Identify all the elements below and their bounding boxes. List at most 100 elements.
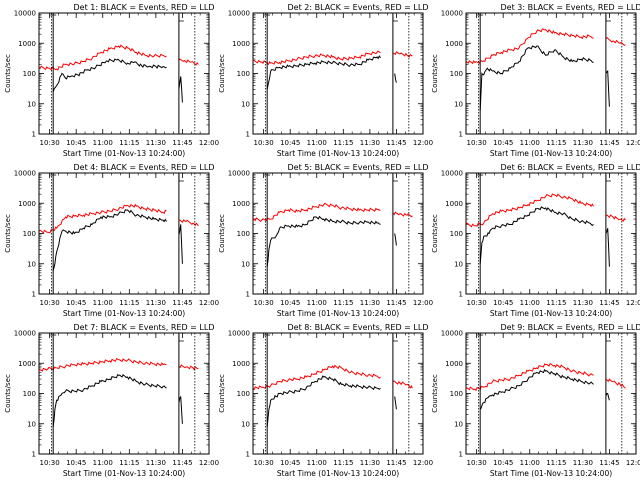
series-line-events — [178, 76, 183, 103]
y-tick-label: 10 — [27, 260, 36, 268]
x-axis-label: Start Time (01-Nov-13 10:24:00) — [490, 309, 612, 318]
x-tick-label: 10:30 — [254, 139, 274, 147]
y-axis-label: Counts/sec — [218, 374, 226, 413]
y-tick-label: 1 — [32, 131, 36, 139]
x-tick-label: 10:30 — [254, 459, 274, 467]
series-line-events — [605, 70, 610, 107]
y-tick-label: 10000 — [228, 170, 250, 178]
x-tick-label: 11:45 — [172, 459, 192, 467]
x-tick-label: 11:30 — [573, 459, 593, 467]
y-tick-label: 10000 — [14, 10, 36, 18]
series-line-lld — [38, 357, 167, 372]
x-tick-label: 10:45 — [493, 459, 513, 467]
plot-frame — [38, 332, 210, 455]
y-axis-label: Counts/sec — [4, 374, 12, 413]
x-tick-label: 11:15 — [333, 139, 353, 147]
y-axis-label: Counts/sec — [431, 374, 439, 413]
y-tick-label: 10000 — [14, 330, 36, 338]
top-bracket-mark — [605, 335, 611, 342]
x-tick-label: 10:45 — [280, 299, 300, 307]
series-line-lld — [178, 58, 199, 66]
x-tick-label: 10:45 — [280, 139, 300, 147]
series-line-events — [178, 224, 183, 264]
x-tick-label: 12:00 — [199, 139, 219, 147]
series-line-lld — [178, 364, 199, 371]
plot-frame — [252, 172, 424, 295]
panel-det-4: Det 4: BLACK = Events, RED = LLD Counts/s… — [4, 163, 219, 318]
x-tick-label: 11:15 — [333, 459, 353, 467]
x-tick-label: 11:15 — [546, 459, 566, 467]
x-tick-label: 12:00 — [626, 139, 640, 147]
plot-frame — [38, 12, 210, 135]
x-axis-label: Start Time (01-Nov-13 10:24:00) — [490, 469, 612, 478]
y-tick-label: 1000 — [445, 40, 463, 48]
y-tick-label: 100 — [23, 390, 36, 398]
x-tick-label: 10:30 — [254, 299, 274, 307]
y-tick-label: 1000 — [18, 40, 36, 48]
y-tick-label: 1 — [246, 451, 250, 459]
x-tick-label: 12:00 — [199, 299, 219, 307]
y-tick-label: 1 — [246, 291, 250, 299]
top-bracket-mark — [605, 175, 611, 182]
x-tick-label: 12:00 — [626, 459, 640, 467]
plot-frame — [465, 172, 637, 295]
x-tick-label: 10:45 — [66, 139, 86, 147]
y-tick-label: 10000 — [228, 330, 250, 338]
series-line-lld — [252, 50, 381, 66]
top-bracket-mark — [605, 15, 611, 22]
series-line-lld — [392, 380, 413, 389]
y-tick-label: 100 — [450, 390, 463, 398]
panel-det-9: Det 9: BLACK = Events, RED = LLD Counts/s… — [431, 323, 640, 478]
x-tick-label: 10:45 — [493, 139, 513, 147]
plot-frame — [252, 12, 424, 135]
x-tick-label: 11:00 — [93, 139, 113, 147]
series-line-events — [52, 58, 167, 92]
series-line-lld — [392, 51, 413, 58]
x-tick-label: 11:00 — [93, 299, 113, 307]
series-line-lld — [465, 362, 594, 392]
plot-title: Det 3: BLACK = Events, RED = LLD — [501, 3, 640, 12]
x-tick-label: 11:45 — [172, 299, 192, 307]
x-tick-label: 10:45 — [66, 299, 86, 307]
y-axis-label: Counts/sec — [431, 214, 439, 253]
y-tick-label: 100 — [23, 230, 36, 238]
x-tick-label: 11:00 — [93, 459, 113, 467]
x-tick-label: 11:45 — [386, 459, 406, 467]
y-axis-label: Counts/sec — [4, 214, 12, 253]
top-bracket-mark — [392, 15, 398, 22]
y-tick-label: 10 — [27, 420, 36, 428]
x-axis-label: Start Time (01-Nov-13 10:24:00) — [277, 469, 399, 478]
series-line-lld — [465, 28, 594, 65]
plot-frame — [465, 332, 637, 455]
series-line-events — [178, 396, 183, 424]
x-tick-label: 12:00 — [199, 459, 219, 467]
x-tick-label: 11:45 — [599, 139, 619, 147]
x-axis-label: Start Time (01-Nov-13 10:24:00) — [277, 309, 399, 318]
x-tick-label: 10:30 — [40, 299, 60, 307]
plot-title: Det 7: BLACK = Events, RED = LLD — [74, 323, 215, 332]
x-tick-label: 11:30 — [360, 459, 380, 467]
plot-title: Det 2: BLACK = Events, RED = LLD — [288, 3, 429, 12]
x-tick-label: 11:15 — [119, 459, 139, 467]
y-tick-label: 100 — [237, 230, 250, 238]
x-tick-label: 11:30 — [360, 139, 380, 147]
y-axis-label: Counts/sec — [431, 54, 439, 93]
y-tick-label: 10 — [241, 100, 250, 108]
top-bracket-mark — [178, 15, 184, 22]
y-tick-label: 10 — [27, 100, 36, 108]
panel-det-6: Det 6: BLACK = Events, RED = LLD Counts/s… — [431, 163, 640, 318]
panel-det-7: Det 7: BLACK = Events, RED = LLD Counts/s… — [4, 323, 219, 478]
series-line-events — [266, 215, 381, 267]
y-tick-label: 1 — [459, 131, 463, 139]
series-line-lld — [465, 193, 594, 228]
plot-frame — [465, 12, 637, 135]
y-tick-label: 1000 — [445, 200, 463, 208]
series-line-events — [394, 73, 397, 83]
y-tick-label: 10 — [241, 420, 250, 428]
panel-det-5: Det 5: BLACK = Events, RED = LLD Counts/s… — [218, 163, 433, 318]
x-tick-label: 10:30 — [467, 139, 487, 147]
x-tick-label: 11:15 — [546, 299, 566, 307]
y-tick-label: 1000 — [232, 40, 250, 48]
x-tick-label: 10:45 — [493, 299, 513, 307]
plot-title: Det 8: BLACK = Events, RED = LLD — [288, 323, 429, 332]
